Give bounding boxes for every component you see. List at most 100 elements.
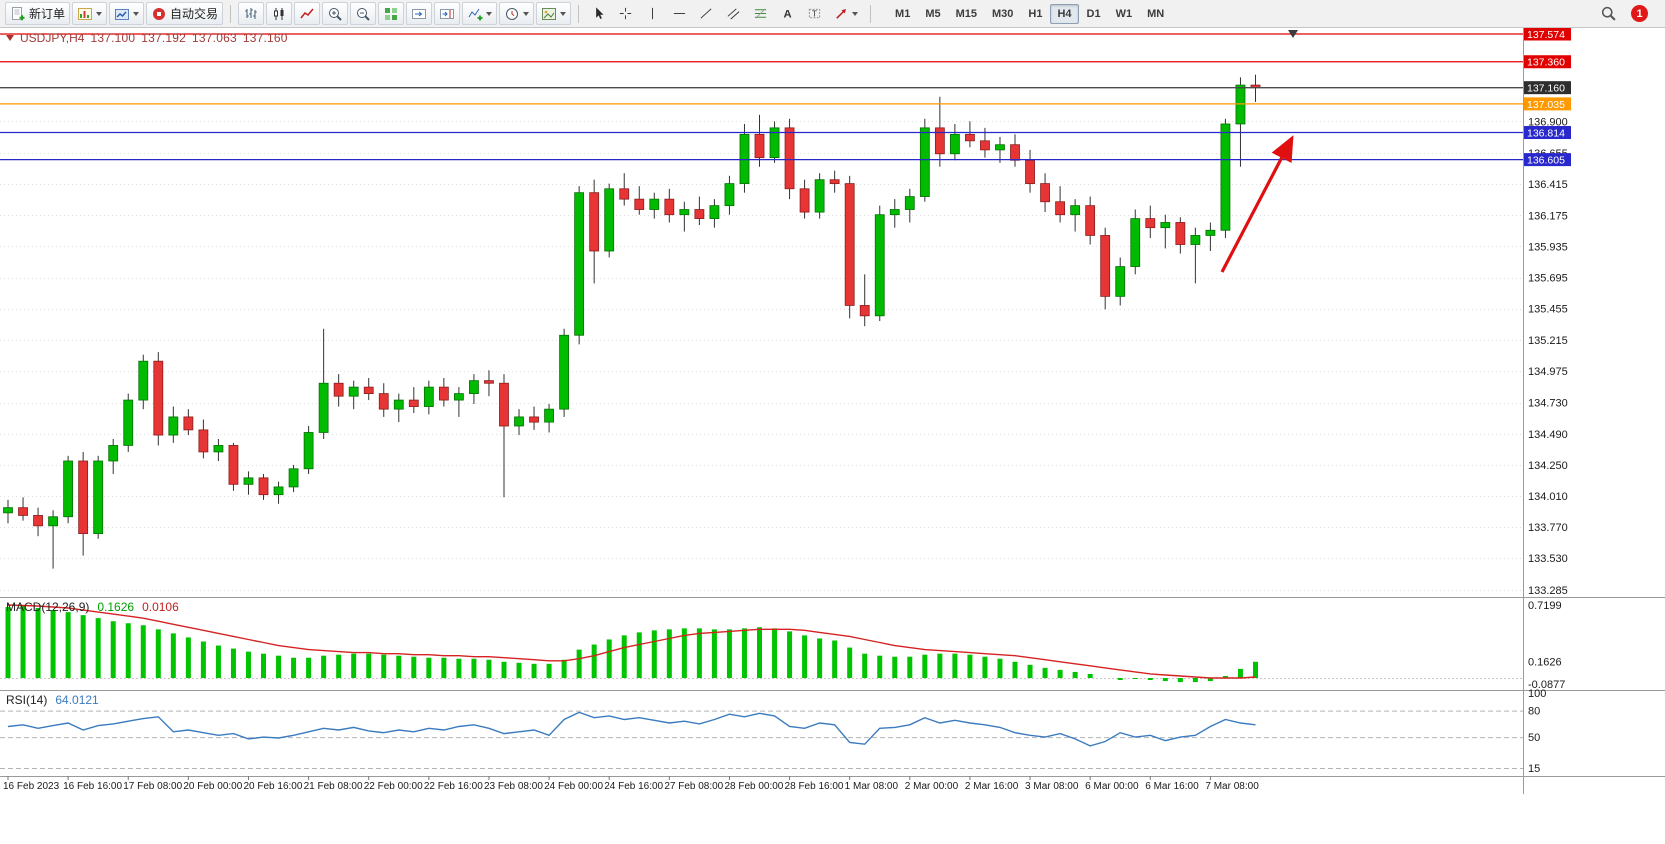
chart-shift-marker[interactable]	[1288, 30, 1298, 38]
chart-shift-button[interactable]	[434, 2, 461, 25]
bar-chart-icon	[245, 7, 257, 19]
search-icon	[1601, 6, 1616, 21]
auto-trading-icon	[153, 7, 166, 20]
trendline-tool-button[interactable]	[694, 2, 719, 25]
macd-pane: 0.7199 0.1626 -0.0877	[0, 600, 1565, 691]
timeframe-m30[interactable]: M30	[985, 4, 1020, 24]
price-gridlines	[0, 121, 1523, 591]
timeframe-m15[interactable]: M15	[949, 4, 984, 24]
close-value: 137.160	[242, 31, 288, 45]
toolbar-separator	[578, 4, 580, 23]
auto-trading-button[interactable]: 自动交易	[146, 2, 224, 25]
svg-text:134.730: 134.730	[1528, 398, 1568, 410]
svg-text:17 Feb 08:00: 17 Feb 08:00	[123, 781, 182, 792]
timeframe-h1[interactable]: H1	[1021, 4, 1049, 24]
candlestick-chart-button[interactable]	[266, 2, 293, 25]
caret-down-icon	[486, 11, 493, 16]
pane-separators	[0, 28, 1665, 794]
new-chart-button[interactable]	[72, 2, 108, 25]
periods-button[interactable]	[499, 2, 535, 25]
support-line-lower[interactable]: 136.605	[0, 153, 1571, 167]
toolbar-separator	[870, 4, 872, 23]
svg-text:136.814: 136.814	[1527, 128, 1565, 140]
price-axis[interactable]: 136.900136.655136.415136.175135.935135.6…	[1528, 116, 1568, 597]
crosshair-tool-button[interactable]	[613, 2, 638, 25]
svg-text:-0.0877: -0.0877	[1528, 679, 1565, 691]
svg-text:133.285: 133.285	[1528, 585, 1568, 597]
text-label-tool-button[interactable]: T	[802, 2, 827, 25]
svg-text:137.574: 137.574	[1527, 29, 1565, 41]
timeframe-m1[interactable]: M1	[888, 4, 917, 24]
svg-text:0.7199: 0.7199	[1528, 600, 1562, 612]
timeframe-h4[interactable]: H4	[1050, 3, 1079, 24]
new-chart-icon	[78, 7, 93, 20]
svg-text:136.175: 136.175	[1528, 210, 1568, 222]
orange-level-line[interactable]: 137.035	[0, 97, 1571, 111]
text-label-icon: T	[808, 8, 821, 18]
caret-down-icon	[523, 11, 530, 16]
current-price-line[interactable]: 137.160	[0, 81, 1571, 95]
svg-text:136.605: 136.605	[1527, 155, 1565, 167]
new-order-button[interactable]: 新订单	[5, 2, 71, 25]
svg-text:137.035: 137.035	[1527, 99, 1565, 111]
zoom-out-button[interactable]	[350, 2, 377, 25]
profiles-icon	[115, 8, 130, 20]
search-button[interactable]	[1595, 2, 1622, 25]
low-value: 137.063	[192, 31, 237, 45]
caret-down-icon	[560, 11, 567, 16]
horizontal-line-tool-button[interactable]	[667, 2, 692, 25]
caret-down-icon	[96, 11, 103, 16]
zoom-out-icon	[357, 7, 370, 21]
svg-text:135.695: 135.695	[1528, 273, 1568, 285]
bar-chart-button[interactable]	[238, 2, 265, 25]
line-chart-button[interactable]	[294, 2, 321, 25]
timeframe-mn[interactable]: MN	[1140, 4, 1171, 24]
zoom-in-button[interactable]	[322, 2, 349, 25]
candles	[3, 74, 1261, 569]
svg-text:2 Mar 16:00: 2 Mar 16:00	[965, 781, 1019, 792]
templates-button[interactable]	[536, 2, 572, 25]
svg-text:137.360: 137.360	[1527, 57, 1565, 69]
vertical-line-tool-button[interactable]	[640, 2, 665, 25]
one-click-trading-toggle[interactable]	[6, 35, 14, 41]
arrange-windows-icon	[385, 7, 398, 20]
indicators-button[interactable]	[462, 2, 498, 25]
date-axis[interactable]: 16 Feb 2023 16 Feb 16:00 17 Feb 08:00 20 Fe…	[3, 776, 1259, 792]
timeframe-d1[interactable]: D1	[1080, 4, 1108, 24]
text-tool-glyph: A	[783, 9, 791, 21]
trend-arrow-annotation[interactable]	[1220, 135, 1294, 273]
svg-text:16 Feb 16:00: 16 Feb 16:00	[63, 781, 122, 792]
chart-canvas[interactable]: 136.900136.655136.415136.175135.935135.6…	[0, 28, 1665, 844]
svg-text:22 Feb 00:00: 22 Feb 00:00	[364, 781, 423, 792]
arrange-windows-button[interactable]	[378, 2, 405, 25]
indicators-icon	[468, 8, 483, 20]
horizontal-line-icon	[673, 13, 686, 14]
resistance-line-upper[interactable]: 137.574	[0, 28, 1571, 41]
svg-text:133.770: 133.770	[1528, 522, 1568, 534]
profiles-button[interactable]	[109, 2, 145, 25]
resistance-line-lower[interactable]: 137.360	[0, 55, 1571, 69]
auto-scroll-button[interactable]	[406, 2, 433, 25]
svg-text:0.1626: 0.1626	[1528, 657, 1562, 669]
channel-tool-button[interactable]	[721, 2, 746, 25]
cursor-tool-button[interactable]	[586, 2, 611, 25]
toolbar-right-group: 1	[1595, 2, 1660, 25]
text-tool-button[interactable]: A	[775, 2, 800, 25]
svg-text:15: 15	[1528, 763, 1540, 775]
svg-text:22 Feb 16:00: 22 Feb 16:00	[424, 781, 483, 792]
macd-indicator-label: MACD(12,26,9) 0.1626 0.0106	[6, 600, 179, 614]
notification-badge[interactable]: 1	[1631, 5, 1648, 22]
symbol-period-label: USDJPY,H4	[20, 31, 85, 45]
timeframe-w1[interactable]: W1	[1109, 4, 1140, 24]
timeframe-m5[interactable]: M5	[918, 4, 947, 24]
auto-trading-label: 自动交易	[170, 7, 219, 21]
svg-text:136.415: 136.415	[1528, 179, 1568, 191]
open-value: 137.100	[90, 31, 136, 45]
support-line-upper[interactable]: 136.814	[0, 126, 1571, 140]
main-toolbar: 新订单 自动交易	[0, 0, 1665, 28]
svg-text:20 Feb 16:00: 20 Feb 16:00	[243, 781, 302, 792]
arrow-tool-button[interactable]	[829, 2, 863, 25]
fibonacci-tool-button[interactable]	[748, 2, 773, 25]
new-order-label: 新订单	[29, 7, 66, 21]
